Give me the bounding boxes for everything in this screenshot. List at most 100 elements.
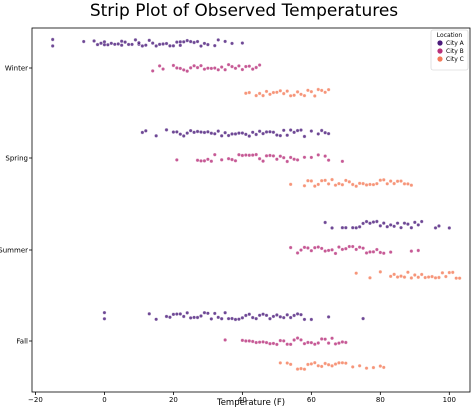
data-point	[106, 42, 110, 47]
data-point	[240, 153, 245, 158]
x-tick-label: −20	[28, 396, 43, 404]
data-point	[223, 338, 227, 342]
data-point	[340, 340, 345, 344]
data-point	[416, 223, 421, 227]
data-point	[264, 130, 269, 134]
data-point	[316, 182, 321, 187]
data-point	[123, 40, 127, 44]
data-point	[202, 41, 207, 46]
data-point	[181, 39, 186, 44]
data-point	[354, 184, 359, 189]
data-point	[195, 39, 200, 44]
data-point	[212, 43, 217, 48]
data-point	[292, 313, 296, 318]
data-point	[130, 42, 134, 47]
data-point	[395, 179, 400, 184]
data-point	[119, 43, 124, 48]
data-point	[412, 273, 417, 277]
data-point	[399, 225, 403, 230]
data-point	[164, 128, 169, 132]
data-point	[340, 247, 345, 252]
y-tick-label: Fall	[16, 338, 28, 346]
data-point	[409, 225, 414, 230]
data-point	[423, 275, 428, 280]
data-point	[247, 339, 252, 343]
data-point	[375, 181, 379, 186]
data-point	[212, 311, 217, 316]
data-point	[278, 133, 283, 138]
data-point	[209, 66, 214, 71]
data-point	[371, 182, 376, 187]
data-point	[309, 179, 314, 183]
data-point	[268, 341, 272, 346]
data-point	[381, 177, 386, 182]
data-point	[402, 181, 407, 186]
data-point	[340, 225, 345, 230]
data-point	[306, 178, 310, 183]
data-point	[192, 130, 196, 135]
data-point	[243, 313, 248, 318]
legend-marker	[437, 48, 443, 54]
data-point	[343, 178, 348, 183]
data-point	[81, 39, 86, 44]
data-point	[154, 317, 159, 322]
data-point	[316, 132, 321, 136]
data-point	[268, 129, 272, 134]
data-point	[254, 316, 259, 321]
data-point	[247, 134, 252, 138]
data-point	[368, 182, 372, 187]
data-point	[237, 152, 241, 157]
data-point	[402, 275, 407, 279]
data-point	[295, 158, 300, 162]
data-point	[219, 134, 224, 138]
data-point	[302, 245, 307, 250]
data-point	[133, 38, 138, 42]
data-point	[185, 131, 190, 135]
data-point	[378, 223, 383, 228]
legend-label: City A	[446, 40, 465, 47]
legend-label: City C	[446, 56, 464, 63]
data-point	[264, 313, 269, 318]
data-point	[178, 43, 183, 48]
data-point	[240, 338, 245, 343]
data-point	[154, 44, 159, 48]
data-point	[264, 89, 269, 94]
data-point	[330, 248, 334, 252]
data-point	[178, 312, 183, 316]
x-axis: −20 0 20 40 60 80 100	[28, 392, 456, 404]
data-point	[199, 44, 203, 48]
data-point	[188, 66, 193, 70]
data-point	[316, 245, 321, 249]
data-point	[295, 90, 300, 94]
data-point	[247, 90, 252, 95]
data-point	[116, 42, 121, 46]
data-point	[409, 276, 414, 280]
data-point	[268, 92, 272, 97]
data-point	[299, 312, 303, 317]
data-point	[361, 181, 365, 186]
data-point	[195, 158, 200, 163]
data-point	[195, 129, 200, 134]
x-tick-label: 20	[169, 396, 178, 404]
data-point	[195, 315, 200, 320]
data-point	[371, 365, 376, 370]
data-point	[216, 129, 221, 133]
data-point	[288, 362, 293, 367]
data-point	[188, 128, 193, 133]
data-point	[378, 250, 383, 255]
data-point	[337, 245, 341, 249]
data-point	[330, 226, 334, 230]
data-point	[264, 340, 269, 345]
data-point	[333, 342, 338, 346]
data-point	[430, 274, 434, 279]
data-point	[368, 221, 372, 226]
data-point	[112, 42, 117, 47]
data-point	[233, 132, 238, 136]
data-point	[140, 130, 145, 135]
data-point	[157, 64, 162, 68]
data-point	[326, 362, 331, 367]
data-point	[381, 365, 386, 370]
data-point	[309, 155, 314, 160]
data-point	[202, 159, 207, 163]
data-point	[306, 340, 310, 345]
